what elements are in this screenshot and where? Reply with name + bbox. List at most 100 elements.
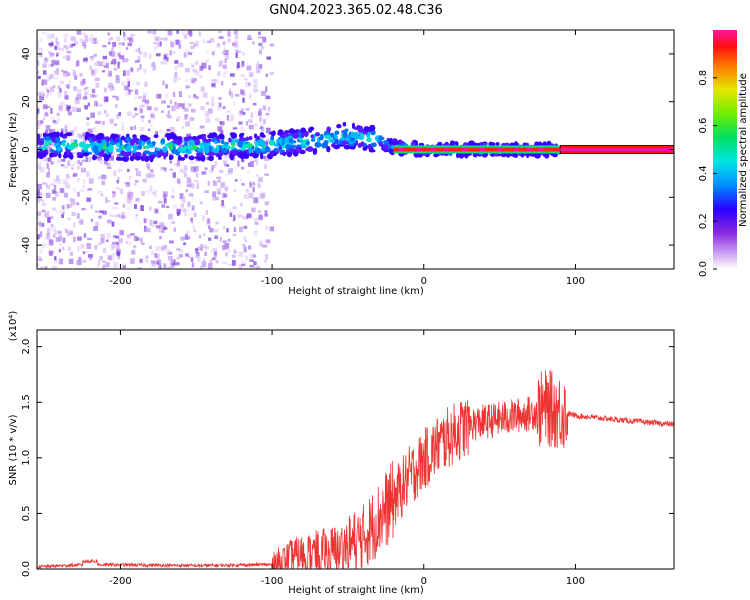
spectrogram-noise-cell [49,86,55,93]
spectrogram-band-cell [176,136,183,142]
spectrogram-band-cell [231,142,236,147]
spectrogram-noise-cell [193,229,197,233]
spectrogram-noise-cell [99,103,103,108]
spectrogram-band-cell [271,131,276,137]
spectrogram-noise-cell [74,147,78,151]
spectrogram-noise-cell [120,214,126,219]
spectrogram-noise-cell [236,62,240,68]
spectrogram-noise-cell [69,130,74,136]
spectrogram-noise-cell [140,205,144,211]
spectrogram-noise-cell [128,191,134,198]
spectrogram-noise-cell [171,105,176,112]
spectrogram-noise-cell [74,41,78,45]
spectrogram-noise-cell [207,218,211,224]
spectrogram-noise-cell [37,256,42,261]
spectrogram-noise-cell [225,252,228,257]
spectrogram-band-cell [312,148,317,156]
spectrogram-band-cell [241,132,245,136]
spectrogram-noise-cell [79,219,84,225]
spectrogram-noise-cell [249,181,252,187]
spectrogram-noise-cell [37,75,41,80]
spectrogram-noise-cell [117,176,120,183]
spectrogram-noise-cell [163,135,168,138]
spectrogram-noise-cell [248,192,254,199]
spectrogram-noise-cell [73,86,78,91]
spectrogram-noise-cell [172,172,176,178]
spectrogram-noise-cell [151,263,156,267]
spectrogram-noise-cell [242,111,246,115]
spectrogram-noise-cell [180,236,185,241]
spectrogram-noise-cell [40,79,44,85]
spectrogram-noise-cell [98,242,102,245]
spectrogram-noise-cell [249,93,252,99]
spectrogram-band-cell [176,139,183,145]
spectrogram-noise-cell [37,234,39,240]
spectrogram-noise-cell [140,115,145,119]
spectrogram-noise-cell [163,54,166,61]
spectrogram-noise-cell [92,37,97,44]
spectrogram-noise-cell [83,88,87,91]
spectrogram-noise-cell [66,204,69,209]
spectrogram-noise-cell [245,121,248,126]
spectrogram-noise-cell [54,60,59,65]
spectrogram-band-cell [104,136,109,140]
spectrogram-band-cell [196,151,203,158]
spectrogram-noise-cell [89,66,92,71]
spectrogram-noise-cell [164,62,167,65]
spectrogram-noise-cell [247,34,251,40]
spectrogram-noise-cell [218,97,222,100]
spectrogram-noise-cell [194,248,198,251]
spectrogram-noise-cell [154,208,159,214]
spectrogram-noise-cell [37,148,40,154]
spectrogram-noise-cell [46,172,50,178]
spectrogram-noise-cell [115,214,120,218]
spectrogram-noise-cell [50,161,54,165]
spectrogram-noise-cell [124,32,128,38]
spectrogram-noise-cell [81,259,87,263]
spectrogram-noise-cell [107,42,111,45]
spectrogram-noise-cell [70,163,75,167]
spectrogram-noise-cell [45,183,49,188]
spectrogram-noise-cell [237,214,243,218]
spectrogram-noise-cell [247,162,251,167]
spectrogram-noise-cell [51,226,57,233]
spectrogram-noise-cell [162,80,165,86]
spectrogram-noise-cell [185,253,189,257]
spectrogram-noise-cell [128,37,134,43]
spectrogram-noise-cell [256,89,261,92]
spectrogram-noise-cell [180,136,185,142]
spectrogram-noise-cell [133,125,137,130]
spectrogram-noise-cell [207,108,213,114]
spectrogram-noise-cell [256,64,260,69]
spectrogram-band-cell [41,145,46,151]
spectrogram-noise-cell [140,117,144,123]
spectrogram-noise-cell [112,194,115,199]
spectrogram-noise-cell [251,207,256,213]
spectrogram-noise-cell [201,171,207,175]
spectrogram-noise-cell [147,30,152,34]
spectrogram-noise-cell [269,71,275,76]
spectrogram-noise-cell [233,189,236,192]
spectrogram-noise-cell [37,263,39,267]
spectrogram-noise-cell [264,214,269,217]
spectrogram-noise-cell [176,248,181,251]
spectrogram-noise-cell [134,60,140,63]
spectrogram-noise-cell [111,151,115,156]
spectrogram-noise-cell [76,213,80,219]
spectrogram-noise-cell [241,157,245,163]
spectrogram-noise-cell [129,33,135,37]
spectrogram-tone-peak [513,147,520,152]
spectrogram-noise-cell [81,41,86,46]
spectrogram-noise-cell [72,70,76,76]
snr-frame [36,329,675,570]
spectrogram-noise-cell [108,38,111,44]
spectrogram-noise-cell [205,117,211,123]
spectrogram-noise-cell [139,63,142,70]
spectrogram-noise-cell [244,255,248,261]
spectrogram-band-cell [366,144,373,150]
spectrogram-noise-cell [73,161,79,165]
spectrogram-noise-cell [97,175,101,180]
snr-y-tick-label: 2.0 [21,339,32,355]
spectrogram-band-cell [240,137,246,142]
spectrogram-noise-cell [233,101,236,106]
